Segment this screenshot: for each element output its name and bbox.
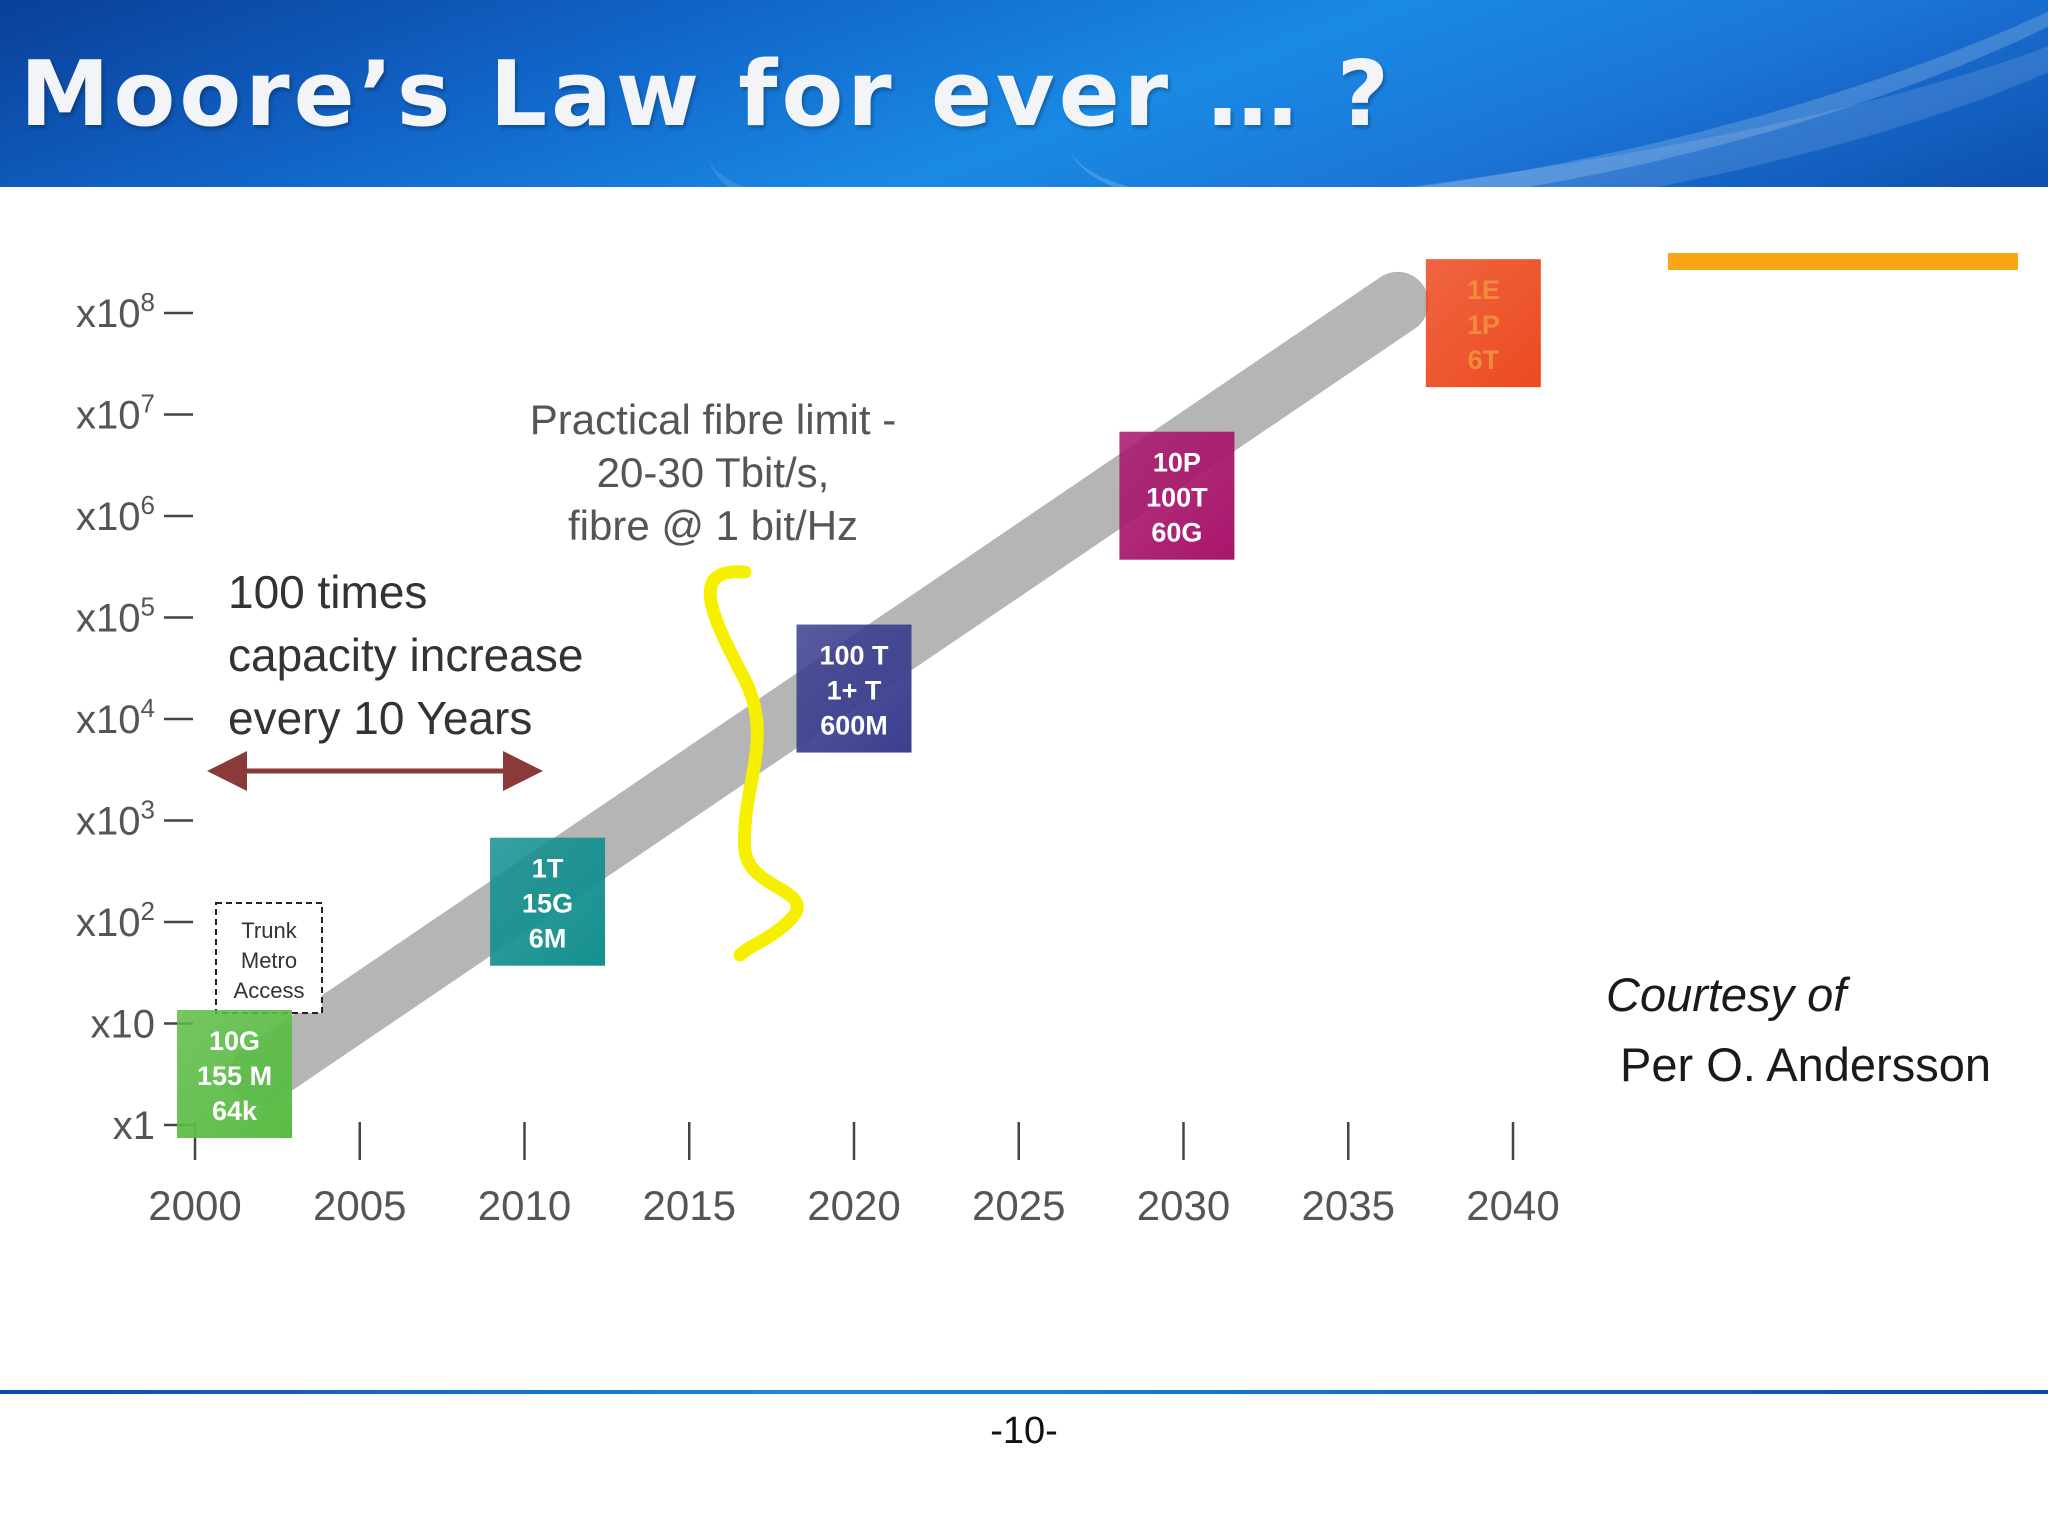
milestone-label: 1T xyxy=(532,854,564,884)
y-tick-base: x10 xyxy=(76,698,141,742)
y-tick-exponent: 6 xyxy=(141,490,155,520)
x-tick-label: 2010 xyxy=(478,1182,571,1229)
milestone-label: 60G xyxy=(1151,518,1202,548)
y-tick-label: x106 xyxy=(76,490,155,539)
accent-bar xyxy=(1668,253,2018,270)
y-tick-exponent: 8 xyxy=(141,287,155,317)
milestone-box: 100 T 1+ T 600M xyxy=(796,624,912,753)
y-tick-label: x105 xyxy=(76,592,155,641)
milestone-box: 10G 155 M 64k xyxy=(177,1010,293,1138)
network-tier-label: Trunk xyxy=(241,918,297,943)
y-tick-exponent: 5 xyxy=(141,592,155,622)
milestone-rect xyxy=(177,1010,293,1138)
courtesy-line-1: Courtesy of xyxy=(1606,968,1847,1021)
fibre-limit-squiggle xyxy=(703,565,804,962)
slide-header: Moore’s Law for ever … ? xyxy=(0,0,2048,187)
x-tick-label: 2040 xyxy=(1466,1182,1559,1229)
page-title: Moore’s Law for ever … ? xyxy=(20,42,1394,147)
milestone-box: 10P 100T 60G xyxy=(1119,431,1235,560)
milestone-label: 64k xyxy=(212,1096,258,1126)
y-tick-label: x102 xyxy=(76,896,155,945)
milestone-rect xyxy=(1119,431,1235,560)
fibre-limit-annotation: Practical fibre limit - xyxy=(530,396,896,443)
x-tick-label: 2025 xyxy=(972,1182,1065,1229)
y-tick-base: x10 xyxy=(76,292,141,336)
milestone-rect xyxy=(1425,259,1541,388)
y-tick-label: x108 xyxy=(76,287,155,336)
milestone-box: 1T 15G 6M xyxy=(490,837,606,966)
y-tick-label: x103 xyxy=(76,795,155,844)
y-tick-base: x10 xyxy=(76,394,141,438)
fibre-limit-annotation: fibre @ 1 bit/Hz xyxy=(568,502,858,549)
y-tick-label: x10 xyxy=(91,1003,156,1047)
courtesy-line-2: Per O. Andersson xyxy=(1620,1038,1991,1091)
y-tick-label: x1 xyxy=(113,1104,155,1148)
footer-divider xyxy=(0,1390,2048,1394)
y-tick-exponent: 3 xyxy=(141,795,155,825)
page-number: -10- xyxy=(990,1410,1058,1452)
y-tick-exponent: 4 xyxy=(141,693,155,723)
milestone-label: 10G xyxy=(209,1026,260,1056)
milestone-label: 1P xyxy=(1467,310,1500,340)
y-tick-label: x104 xyxy=(76,693,155,742)
y-tick-base: x10 xyxy=(76,597,141,641)
x-tick-label: 2020 xyxy=(807,1182,900,1229)
y-tick-exponent: 7 xyxy=(141,389,155,419)
x-tick-label: 2035 xyxy=(1302,1182,1395,1229)
milestone-rect xyxy=(796,624,912,753)
milestone-label: 15G xyxy=(522,889,573,919)
x-tick-label: 2000 xyxy=(148,1182,241,1229)
milestone-label: 100 T xyxy=(819,641,889,671)
milestone-box: 1E 1P 6T xyxy=(1425,259,1541,388)
milestone-label: 1E xyxy=(1467,275,1500,305)
network-tier-label: Metro xyxy=(241,948,297,973)
y-tick-base: x10 xyxy=(76,901,141,945)
y-tick-base: x10 xyxy=(91,1003,156,1047)
milestone-label: 600M xyxy=(820,711,888,741)
milestone-label: 100T xyxy=(1146,483,1208,513)
capacity-annotation: every 10 Years xyxy=(228,692,532,744)
milestone-label: 6T xyxy=(1468,345,1500,375)
milestone-label: 1+ T xyxy=(827,676,882,706)
milestone-rect xyxy=(490,837,606,966)
x-tick-label: 2005 xyxy=(313,1182,406,1229)
fibre-limit-annotation: 20-30 Tbit/s, xyxy=(597,449,830,496)
milestone-label: 155 M xyxy=(197,1061,272,1091)
network-tier-box xyxy=(215,902,323,1014)
y-tick-base: x10 xyxy=(76,495,141,539)
milestone-label: 6M xyxy=(529,924,567,954)
x-tick-label: 2015 xyxy=(643,1182,736,1229)
courtesy-note: Courtesy of Per O. Andersson xyxy=(1606,960,2006,1100)
y-tick-label: x107 xyxy=(76,389,155,438)
capacity-annotation: 100 times xyxy=(228,566,427,618)
y-tick-base: x10 xyxy=(76,800,141,844)
y-tick-exponent: 2 xyxy=(141,896,155,926)
milestone-label: 10P xyxy=(1153,448,1201,478)
x-tick-label: 2030 xyxy=(1137,1182,1230,1229)
network-tier-label: Access xyxy=(234,978,305,1003)
y-tick-base: x1 xyxy=(113,1104,155,1148)
capacity-annotation: capacity increase xyxy=(228,629,583,681)
